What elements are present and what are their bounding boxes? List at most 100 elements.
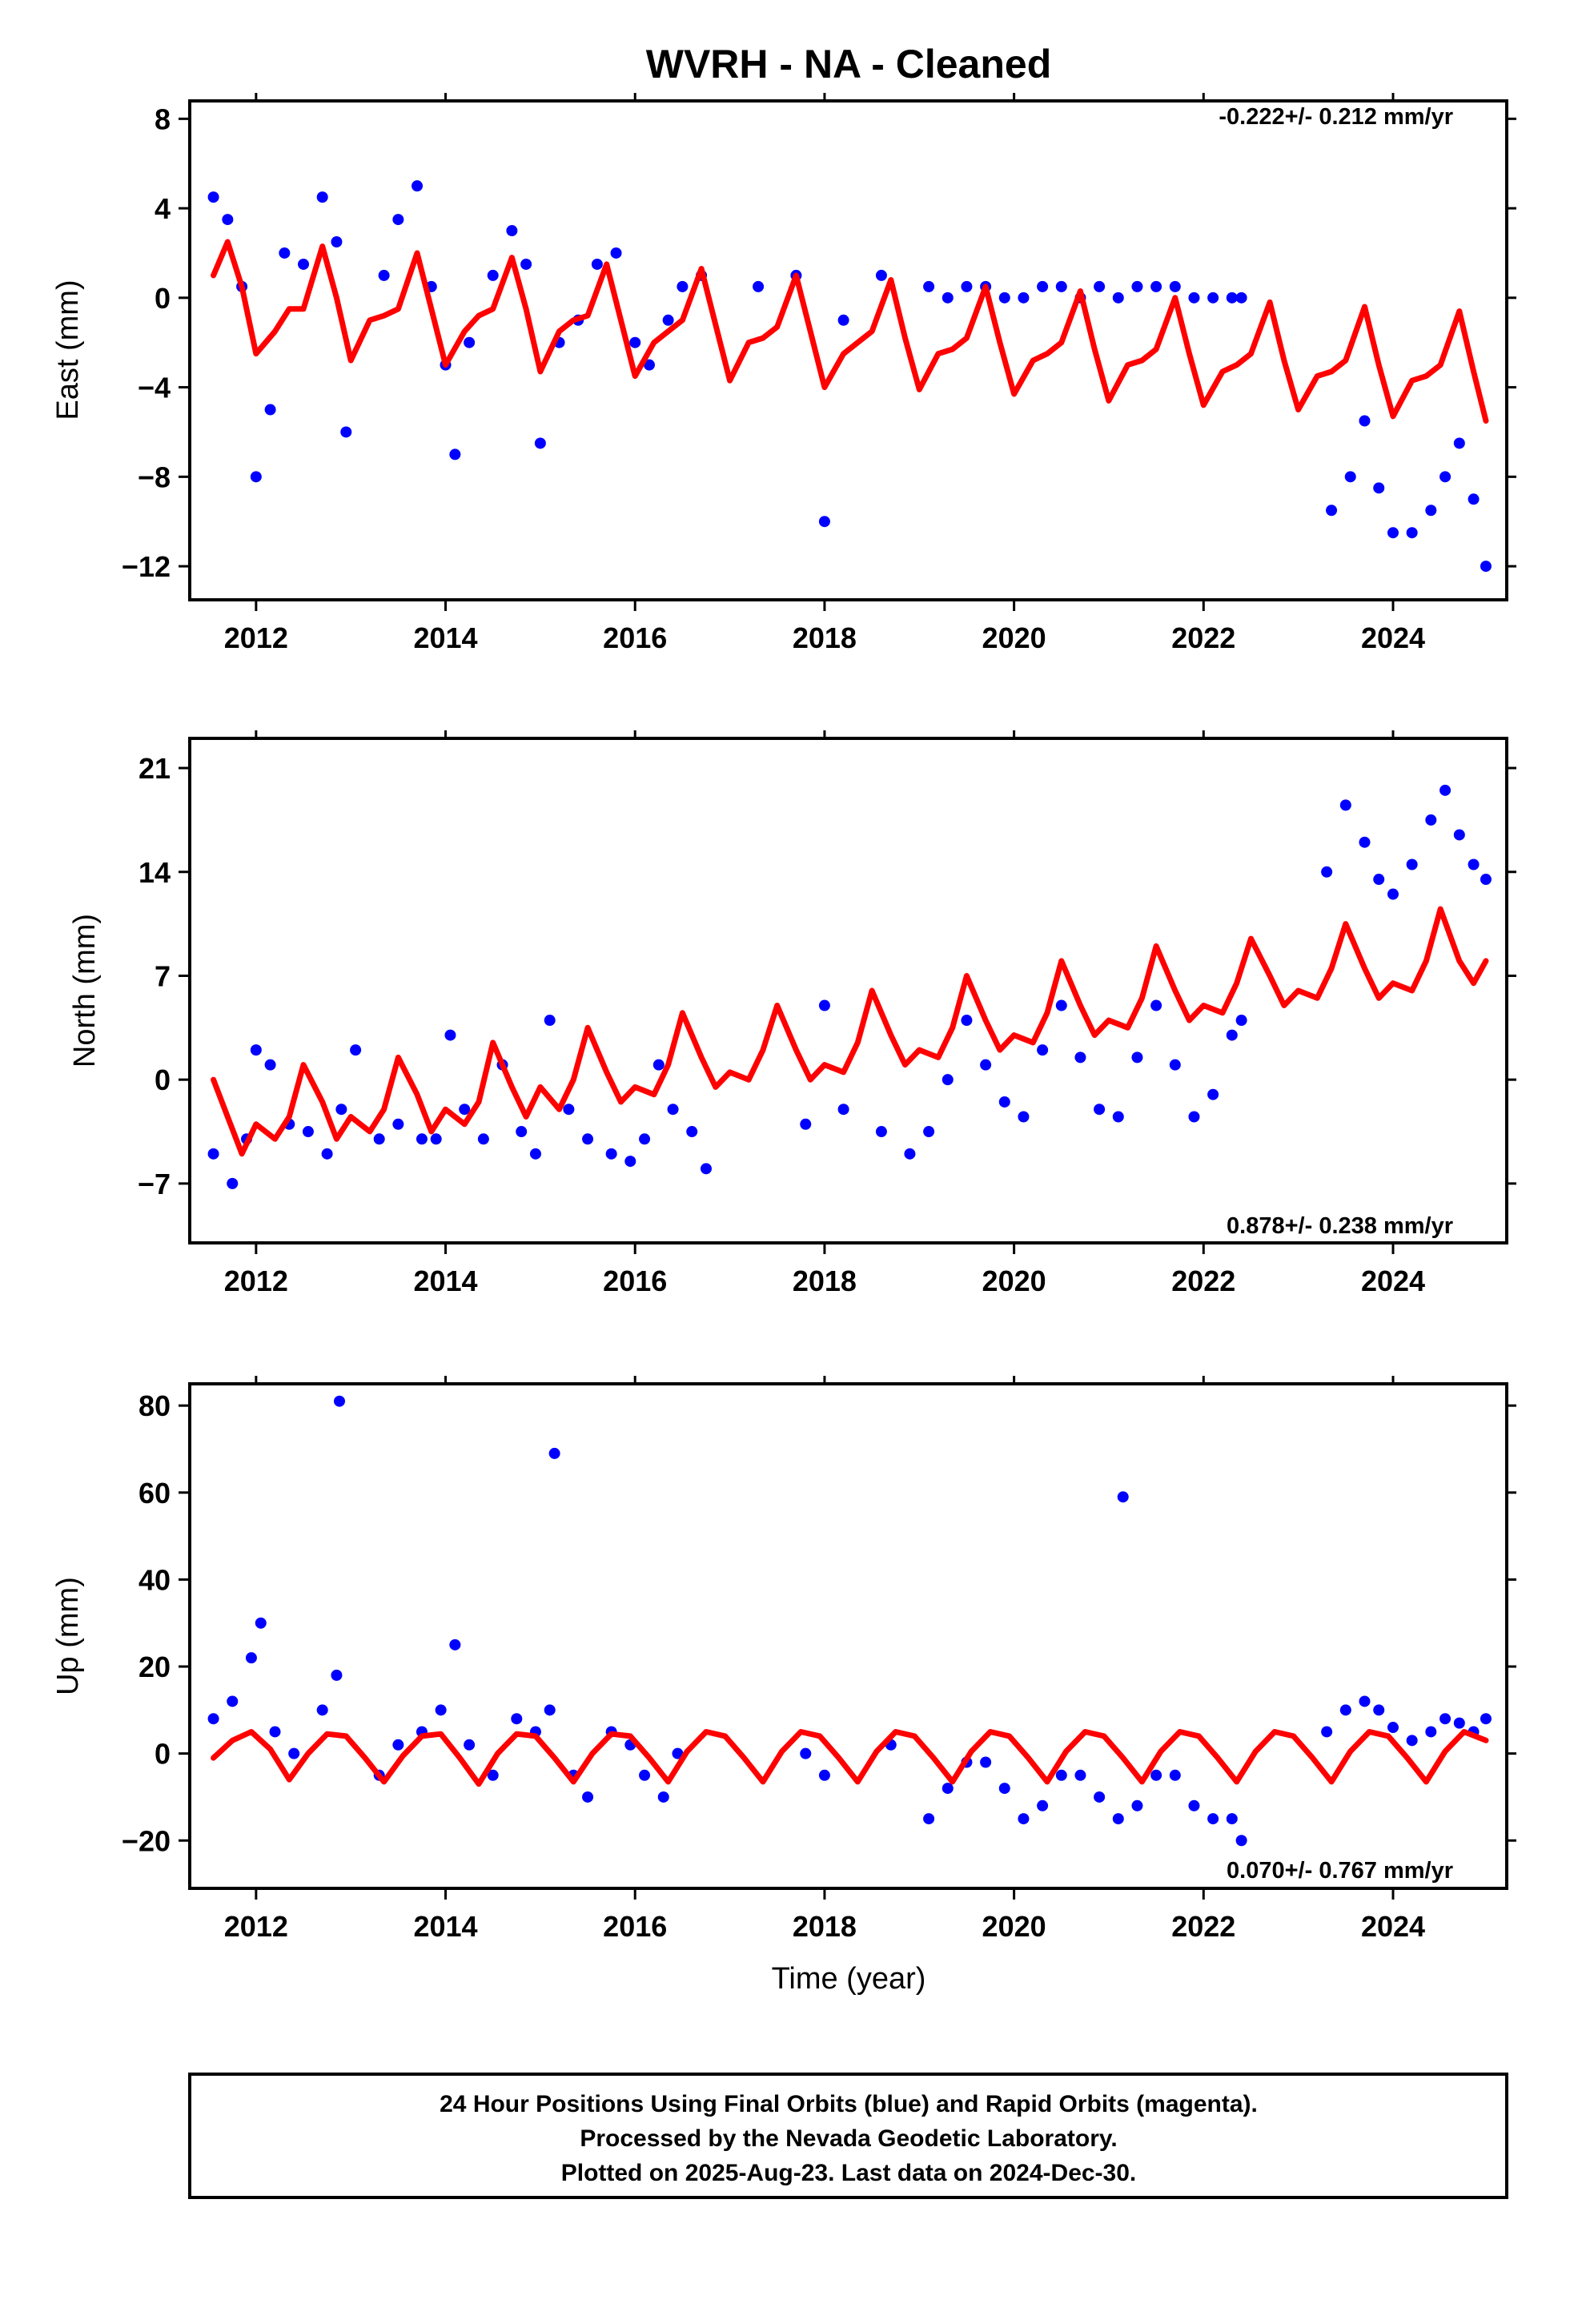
- up-data-point: [1439, 1713, 1452, 1725]
- up-data-point: [800, 1747, 812, 1759]
- up-data-point: [1094, 1791, 1106, 1803]
- north-data-point: [998, 1096, 1010, 1108]
- up-data-point: [1207, 1813, 1219, 1825]
- up-data-point: [449, 1638, 461, 1651]
- up-data-point: [245, 1652, 257, 1664]
- east-data-point: [1018, 292, 1030, 304]
- north-data-point: [430, 1133, 442, 1145]
- east-series-group: [207, 180, 1492, 573]
- up-data-point: [255, 1617, 267, 1629]
- north-ticks: 2012 2014 2016 2018 2020 2022 2024 21 14 7 0 −7: [138, 730, 1516, 1297]
- up-frame: [188, 1382, 1508, 1890]
- east-data-point: [837, 314, 849, 326]
- north-x-tick-label: 2014: [413, 1265, 477, 1297]
- up-data-point: [1359, 1695, 1371, 1707]
- east-data-point: [1112, 292, 1124, 304]
- up-data-point: [639, 1769, 651, 1781]
- up-x-tick-label: 2020: [982, 1910, 1046, 1943]
- east-data-point: [392, 214, 404, 226]
- east-data-point: [506, 225, 518, 237]
- north-data-point: [686, 1126, 698, 1138]
- north-data-point: [1406, 858, 1418, 870]
- east-rate-label: -0.222+/- 0.212 mm/yr: [1219, 104, 1453, 130]
- up-data-point: [1480, 1713, 1492, 1725]
- north-data-point: [700, 1163, 712, 1175]
- caption-line-1: 24 Hour Positions Using Final Orbits (bl…: [440, 2091, 1258, 2117]
- east-data-point: [264, 404, 276, 416]
- east-data-point: [1453, 437, 1465, 449]
- north-data-point: [1037, 1044, 1049, 1056]
- north-series-group: [207, 784, 1492, 1189]
- east-plot-area: [207, 180, 1492, 573]
- east-ticks: 2012 2014 2016 2018 2020 2022 2024 8 4 0 −4 −8 −12: [122, 93, 1516, 654]
- up-series-group: [207, 1395, 1492, 1847]
- up-data-point: [331, 1669, 343, 1681]
- east-data-point: [677, 280, 689, 292]
- north-data-point: [302, 1126, 314, 1138]
- east-data-point: [1387, 527, 1399, 539]
- up-rate-label: 0.070+/- 0.767 mm/yr: [1227, 1858, 1453, 1884]
- caption-line-3: Plotted on 2025-Aug-23. Last data on 202…: [561, 2160, 1137, 2186]
- north-data-point: [1235, 1015, 1247, 1027]
- north-y-tick-label: −7: [138, 1168, 171, 1200]
- north-x-tick-label: 2024: [1361, 1265, 1425, 1297]
- north-data-point: [837, 1104, 849, 1116]
- north-data-point: [477, 1133, 489, 1145]
- east-y-tick-label: −4: [138, 372, 171, 404]
- east-data-point: [629, 336, 641, 348]
- north-data-point: [227, 1177, 239, 1189]
- north-data-point: [605, 1148, 617, 1160]
- north-data-point: [250, 1044, 262, 1056]
- north-data-point: [459, 1104, 471, 1116]
- east-data-point: [1169, 280, 1181, 292]
- north-y-tick-label: 21: [139, 752, 171, 785]
- east-data-point: [487, 269, 499, 281]
- up-data-point: [1018, 1813, 1030, 1825]
- north-data-point: [800, 1118, 812, 1130]
- east-model-line: [211, 239, 1489, 424]
- east-data-point: [1150, 280, 1162, 292]
- up-panel: 2012 2014 2016 2018 2020 2022 2024 80 60 40 20 0 −20…: [51, 1376, 1516, 1943]
- north-data-point: [1425, 814, 1437, 826]
- north-data-point: [1373, 874, 1385, 886]
- north-data-point: [1339, 799, 1351, 811]
- north-x-tick-label: 2018: [793, 1265, 857, 1297]
- caption-box: 24 Hour Positions Using Final Orbits (bl…: [188, 2073, 1508, 2199]
- east-data-point: [610, 247, 622, 259]
- north-data-point: [335, 1104, 347, 1116]
- up-data-point: [657, 1791, 669, 1803]
- north-data-point: [373, 1133, 385, 1145]
- north-data-point: [942, 1074, 954, 1086]
- east-data-point: [1055, 280, 1067, 292]
- east-data-point: [1344, 471, 1356, 483]
- north-data-point: [1131, 1051, 1143, 1063]
- east-data-point: [250, 471, 262, 483]
- east-x-tick-label: 2024: [1361, 621, 1425, 654]
- up-data-point: [464, 1739, 476, 1751]
- up-data-point: [1339, 1704, 1351, 1716]
- north-frame: [188, 737, 1508, 1244]
- north-y-tick-label: 14: [139, 856, 171, 889]
- east-data-point: [1188, 292, 1200, 304]
- east-data-point: [340, 426, 352, 438]
- up-data-point: [207, 1713, 219, 1725]
- up-data-point: [1373, 1704, 1385, 1716]
- north-data-point: [1018, 1111, 1030, 1123]
- north-data-point: [1207, 1088, 1219, 1100]
- east-panel: 2012 2014 2016 2018 2020 2022 2024 8 4 0 −4 −8 −12 E…: [51, 93, 1516, 654]
- north-data-point: [529, 1148, 541, 1160]
- east-data-point: [331, 236, 343, 248]
- east-data-point: [1235, 292, 1247, 304]
- up-y-tick-label: 60: [139, 1477, 171, 1510]
- north-data-point: [1387, 888, 1399, 900]
- up-y-tick-label: 20: [139, 1651, 171, 1683]
- up-data-point: [1406, 1735, 1418, 1747]
- north-data-point: [639, 1133, 651, 1145]
- north-panel: 2012 2014 2016 2018 2020 2022 2024 21 14 7 0 −7 Nor…: [68, 730, 1516, 1297]
- up-y-tick-label: 40: [139, 1563, 171, 1596]
- east-data-point: [1425, 505, 1437, 517]
- north-data-point: [1359, 836, 1371, 848]
- up-data-point: [1453, 1717, 1465, 1729]
- east-data-point: [1037, 280, 1049, 292]
- east-data-point: [961, 280, 973, 292]
